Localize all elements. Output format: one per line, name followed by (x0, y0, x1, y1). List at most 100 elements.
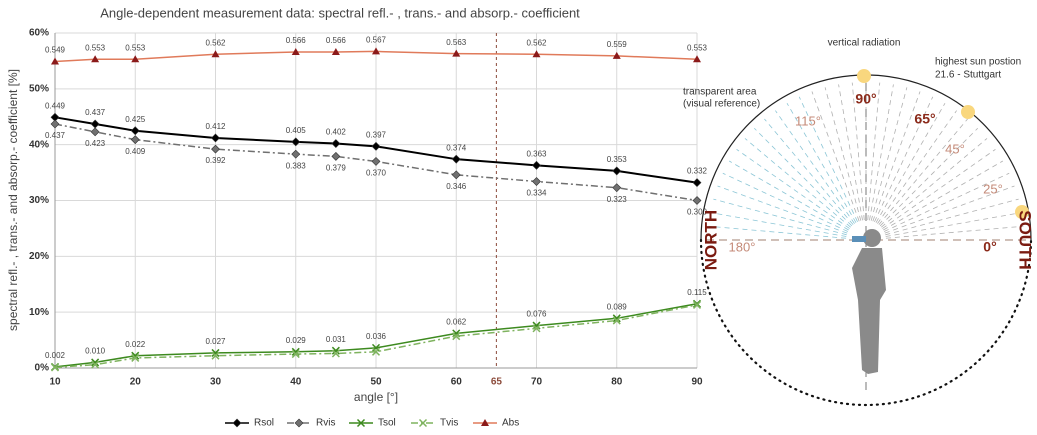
marker (131, 353, 140, 362)
ray (877, 110, 957, 224)
legend-label: Rvis (316, 418, 335, 429)
data-label: 0.353 (607, 155, 628, 164)
marker (331, 346, 340, 355)
angle-label: 180° (729, 239, 756, 254)
x-tick-label: 90 (691, 377, 703, 388)
data-label: 0.553 (687, 43, 708, 52)
marker (331, 349, 340, 358)
ray (786, 102, 857, 223)
data-label: 0.449 (45, 101, 66, 110)
marker (692, 300, 702, 309)
ray (885, 198, 1019, 236)
ground-arc (699, 238, 1033, 407)
data-label: 0.383 (286, 161, 307, 170)
angle-label: 90° (855, 91, 876, 107)
y-tick-label: 40% (29, 139, 49, 150)
marker (451, 154, 461, 164)
ray (870, 87, 908, 221)
rays (708, 82, 1024, 239)
data-label: 0.370 (366, 169, 387, 178)
marker (372, 47, 380, 55)
marker (371, 156, 381, 166)
marker (452, 332, 461, 341)
data-label: 0.397 (366, 130, 387, 139)
ray (728, 160, 849, 231)
legend-label: Abs (502, 418, 519, 429)
ray (882, 149, 996, 229)
data-label: 0.089 (607, 302, 628, 311)
data-label: 0.423 (85, 139, 106, 148)
series-line (54, 123, 698, 202)
marker (211, 50, 220, 58)
x-tick-label: 80 (611, 377, 623, 388)
marker (532, 50, 541, 58)
marker (211, 133, 220, 143)
data-label: 0.566 (326, 36, 347, 45)
marker (451, 170, 461, 180)
data-label: 0.323 (607, 195, 628, 204)
x-tick-label: 50 (370, 377, 382, 388)
ray (883, 160, 1004, 231)
data-label: 0.402 (326, 128, 347, 137)
marker (532, 177, 541, 186)
x-tick-label: 70 (531, 377, 543, 388)
data-label: 0.374 (446, 143, 467, 152)
data-label: 0.549 (45, 46, 66, 55)
marker (612, 51, 621, 59)
marker (452, 49, 461, 57)
marker (331, 139, 341, 148)
marker (532, 160, 541, 170)
marker (291, 47, 300, 55)
ray (710, 212, 847, 237)
ray (744, 138, 851, 228)
marker (331, 151, 341, 161)
data-label: 0.346 (446, 182, 467, 191)
marker (211, 351, 220, 360)
angle-label: 0° (983, 239, 996, 255)
ray (885, 212, 1022, 237)
ray (775, 110, 855, 224)
data-label: 0.076 (526, 310, 547, 319)
marker (50, 119, 60, 129)
y-tick-label: 0% (35, 363, 50, 374)
marker (232, 418, 242, 428)
sun (961, 105, 975, 119)
ray (838, 84, 863, 221)
data-label: 0.332 (687, 167, 708, 176)
marker (291, 149, 301, 159)
marker (693, 55, 701, 63)
marker (371, 141, 381, 151)
marker (91, 360, 100, 369)
label: 21.6 - Stuttgart (935, 70, 1001, 81)
direction: SOUTH (1016, 210, 1035, 270)
marker (131, 55, 140, 63)
chart-title: Angle-dependent measurement data: spectr… (100, 5, 580, 20)
data-label: 0.405 (286, 126, 307, 135)
ray (824, 87, 862, 221)
marker (51, 57, 59, 65)
marker (211, 144, 220, 154)
data-label: 0.115 (687, 288, 707, 297)
ray (798, 96, 858, 223)
sun (1015, 205, 1029, 219)
marker (91, 358, 100, 367)
data-label: 0.437 (85, 108, 106, 117)
label: transparent area (683, 87, 757, 98)
y-tick-label: 30% (29, 195, 49, 206)
label: (visual reference) (683, 99, 760, 110)
marker (692, 196, 702, 205)
data-label: 0.031 (326, 335, 347, 344)
marker (692, 299, 702, 308)
data-label: 0.567 (366, 36, 387, 45)
legend-label: Tvis (440, 418, 458, 429)
legend-label: Rsol (254, 418, 274, 429)
diagram: vertical radiation highest sun postion 2… (683, 38, 1035, 407)
data-label: 0.559 (607, 40, 628, 49)
marker (532, 324, 541, 333)
ray (885, 225, 1024, 239)
x-tick-label: 40 (290, 377, 302, 388)
ray (869, 84, 894, 221)
ray (867, 82, 881, 221)
angle-label: 115° (795, 113, 821, 128)
marker (612, 316, 621, 325)
